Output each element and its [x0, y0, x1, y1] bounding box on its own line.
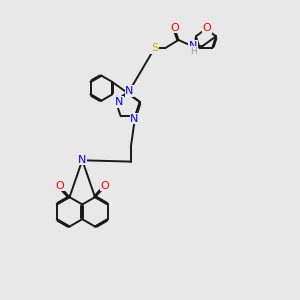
Text: N: N — [189, 41, 197, 51]
Text: N: N — [130, 114, 139, 124]
Text: O: O — [170, 22, 179, 33]
Text: S: S — [151, 43, 158, 53]
Text: O: O — [202, 23, 211, 33]
Text: H: H — [190, 47, 196, 56]
Text: O: O — [100, 181, 109, 191]
Text: N: N — [78, 154, 86, 165]
Text: N: N — [115, 97, 123, 107]
Text: N: N — [125, 86, 134, 96]
Text: O: O — [56, 181, 64, 191]
